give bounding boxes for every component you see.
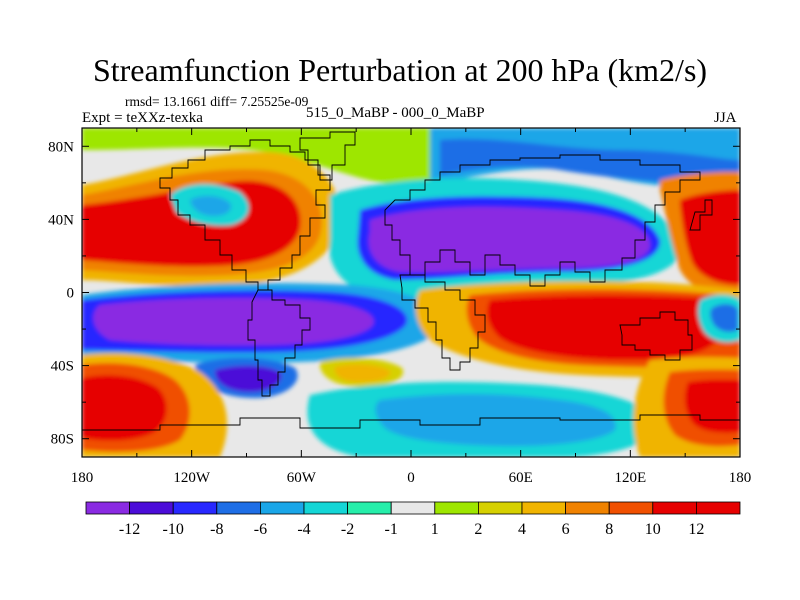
x-tick-label: 180 [71, 470, 94, 486]
x-tick-label: 0 [407, 470, 415, 486]
x-axis: 180 120W 60W 0 60E 120E 180 [71, 128, 752, 486]
experiment-label: Expt = teXXz-texka [82, 110, 203, 126]
colorbar-swatch [303, 501, 348, 515]
colorbar-swatch [390, 501, 436, 515]
coastline-antarctica [82, 414, 740, 431]
colorbar-swatch [565, 501, 610, 515]
season-label: JJA [714, 110, 737, 126]
colorbar-swatch [521, 501, 566, 515]
colorbar-label: 8 [605, 521, 613, 538]
chart-title: Streamfunction Perturbation at 200 hPa (… [92, 52, 708, 88]
statistics-line: rmsd= 13.1661 diff= 7.25525e-09 [125, 94, 309, 109]
y-tick-label: 80N [48, 139, 74, 155]
y-tick-label: 80S [51, 432, 74, 448]
field-tropics-pos-core [487, 295, 723, 360]
colorbar-label: -4 [297, 521, 310, 538]
field-pacific-cold-core [710, 304, 738, 333]
y-tick-label: 40S [51, 359, 74, 375]
y-axis: 80N 40N 0 40S 80S [48, 139, 740, 448]
colorbar-swatch [477, 501, 523, 515]
coastline-japan [689, 199, 713, 231]
colorbar: -12 -10 -8 -6 -4 -2 -1 1 2 4 6 8 10 12 [85, 501, 741, 538]
field-sw-warm-core [82, 375, 167, 441]
field-south-neg-core [375, 394, 616, 447]
coastline-north-america [159, 139, 331, 291]
colorbar-swatch [608, 501, 654, 515]
y-tick-label: 0 [67, 286, 75, 302]
field-tropics-neg-core [93, 297, 374, 346]
colorbar-label: 6 [562, 521, 570, 538]
x-tick-label: 60E [509, 470, 533, 486]
x-tick-label: 120W [173, 470, 211, 486]
coastlines [82, 131, 740, 431]
field-se-warm-core [684, 379, 740, 433]
colorbar-label: -10 [163, 521, 184, 538]
field-band-north-positive [82, 128, 430, 186]
coastline-africa [399, 274, 486, 371]
coastline-australia [619, 311, 693, 361]
field-satl-warm-core [334, 364, 391, 382]
colorbar-swatch [259, 501, 305, 515]
colorbar-label: -12 [119, 521, 140, 538]
colorbar-label: -8 [210, 521, 223, 538]
field-wpac-warm-core [680, 190, 740, 285]
colorbar-label: 2 [474, 521, 482, 538]
colorbar-swatch [129, 501, 174, 515]
coastline-eurasia [384, 154, 701, 287]
x-tick-label: 60W [287, 470, 317, 486]
x-tick-label: 180 [729, 470, 752, 486]
colorbar-label: 4 [518, 521, 526, 538]
x-tick-label: 120E [614, 470, 646, 486]
coastline-south-america [247, 289, 311, 397]
colorbar-swatch [434, 501, 479, 515]
field-sam-cold-core [214, 365, 282, 392]
colorbar-swatch [347, 501, 392, 515]
coastline-greenland [299, 131, 356, 181]
colorbar-swatch [216, 501, 261, 515]
colorbar-swatch [696, 501, 741, 515]
colorbar-swatch [172, 501, 218, 515]
field-na-ring-core [190, 195, 232, 216]
period-label: 515_0_MaBP - 000_0_MaBP [306, 105, 485, 121]
colorbar-label: -2 [341, 521, 354, 538]
map-plot-area [82, 128, 740, 457]
colorbar-label: -6 [254, 521, 267, 538]
y-tick-label: 40N [48, 212, 74, 228]
colorbar-label: 10 [645, 521, 661, 538]
colorbar-label: 12 [688, 521, 704, 538]
colorbar-swatch [85, 501, 130, 515]
field-eurasia-core [368, 207, 650, 273]
field-layer [82, 128, 740, 457]
colorbar-swatch [652, 501, 697, 515]
colorbar-label: -1 [385, 521, 398, 538]
field-band-north-negative-inner [440, 138, 740, 185]
colorbar-label: 1 [431, 521, 439, 538]
